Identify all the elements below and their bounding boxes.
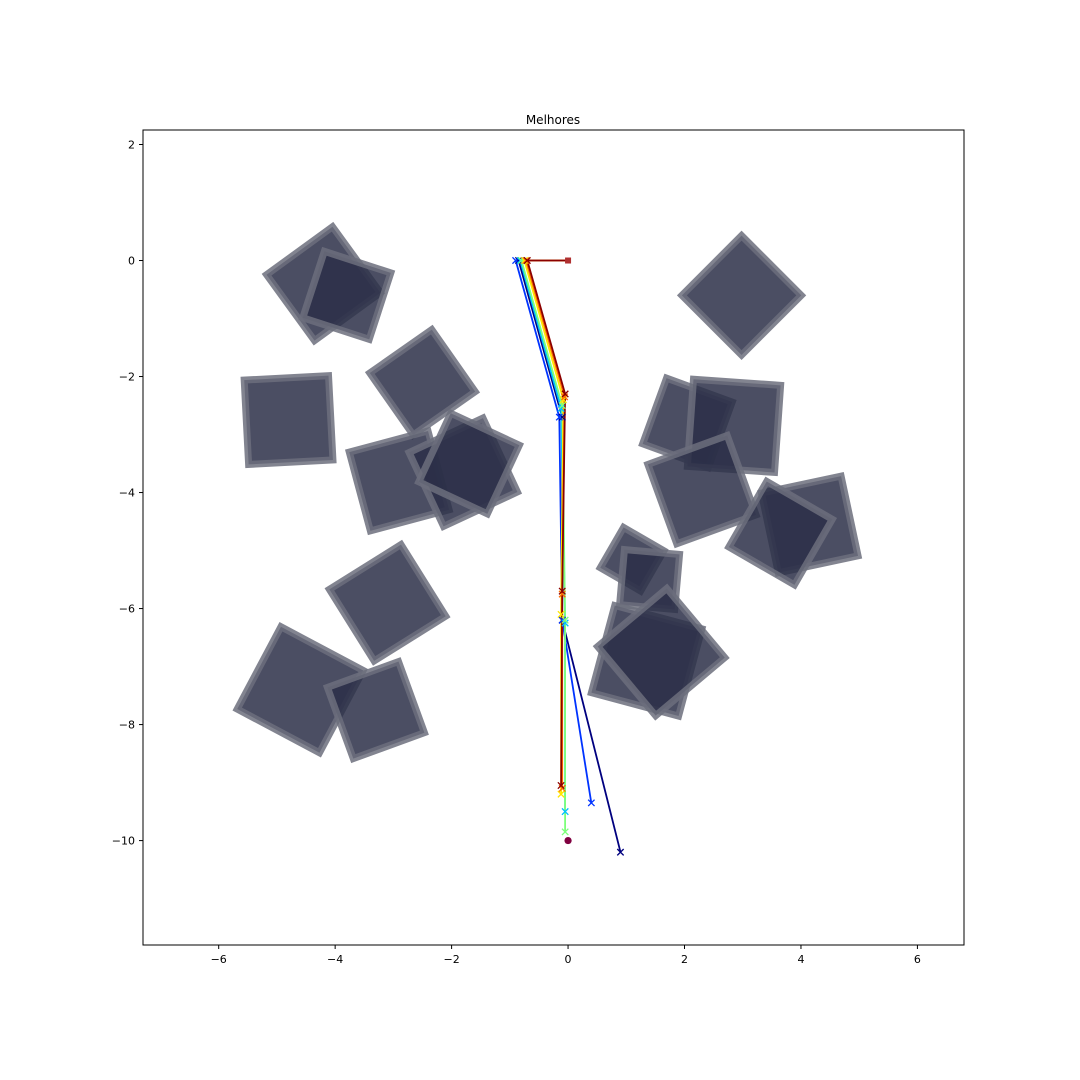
waypoint-marker-s1-p4 — [616, 848, 625, 856]
waypoint-marker-s7-p2 — [561, 390, 569, 398]
waypoint-marker-s7-p4 — [557, 781, 565, 790]
waypoint-marker-s1-p2 — [558, 413, 566, 421]
goal-marker — [564, 836, 572, 845]
waypoint-marker-s6-p1 — [522, 256, 530, 265]
waypoint-marker-s4-p4 — [561, 828, 569, 836]
obstacle-7 — [414, 408, 525, 519]
waypoint-marker-s7-p3 — [558, 587, 566, 595]
marker-layer — [511, 256, 625, 856]
x-tick-label: −4 — [327, 953, 343, 966]
y-tick-label: −2 — [119, 371, 135, 384]
axes-frame — [142, 129, 965, 946]
waypoint-marker-s3-p3 — [561, 619, 569, 627]
y-tick-label: −6 — [119, 603, 135, 616]
obstacle-14 — [643, 431, 761, 549]
waypoint-marker-s5-p4 — [557, 790, 565, 798]
waypoint-marker-s1-p1 — [514, 256, 523, 265]
y-tick-label: −10 — [112, 835, 135, 848]
obstacle-layer — [232, 221, 863, 764]
waypoint-marker-s5-p1 — [520, 256, 529, 265]
obstacle-8 — [324, 539, 451, 666]
waypoint-marker-s5-p3 — [557, 610, 565, 619]
y-axis-ticks: 2 0 −2 −4 −6 −8 −10 — [112, 139, 143, 848]
obstacle-11 — [676, 230, 807, 360]
obstacle-4 — [240, 371, 337, 469]
obstacle-20 — [592, 583, 730, 721]
y-tick-label: 0 — [128, 255, 135, 268]
waypoint-marker-s3-p4 — [561, 807, 569, 816]
waypoint-marker-s7-p1 — [523, 256, 531, 265]
waypoint-marker-s6-p3 — [558, 590, 566, 598]
chart-title: Melhores — [526, 113, 580, 127]
x-tick-label: −2 — [443, 953, 459, 966]
waypoint-marker-s2-p4 — [587, 799, 596, 807]
waypoint-marker-s4-p2 — [558, 401, 566, 410]
waypoint-marker-s2-p2 — [555, 413, 563, 421]
x-axis-ticks: −6 −4 −2 0 2 4 6 — [211, 945, 921, 966]
x-tick-label: 4 — [797, 953, 804, 966]
start-marker — [565, 257, 572, 264]
y-tick-label: 2 — [128, 139, 135, 152]
y-tick-label: −4 — [119, 487, 135, 500]
x-tick-label: 0 — [565, 953, 572, 966]
x-tick-label: −6 — [211, 953, 227, 966]
x-tick-label: 6 — [914, 953, 921, 966]
obstacle-10 — [322, 657, 429, 764]
waypoint-marker-s4-p3 — [561, 616, 569, 624]
y-tick-label: −8 — [119, 719, 135, 732]
obstacle-2 — [298, 246, 396, 344]
obstacle-3 — [364, 324, 481, 440]
x-tick-label: 2 — [681, 953, 688, 966]
obstacle-16 — [724, 476, 838, 590]
